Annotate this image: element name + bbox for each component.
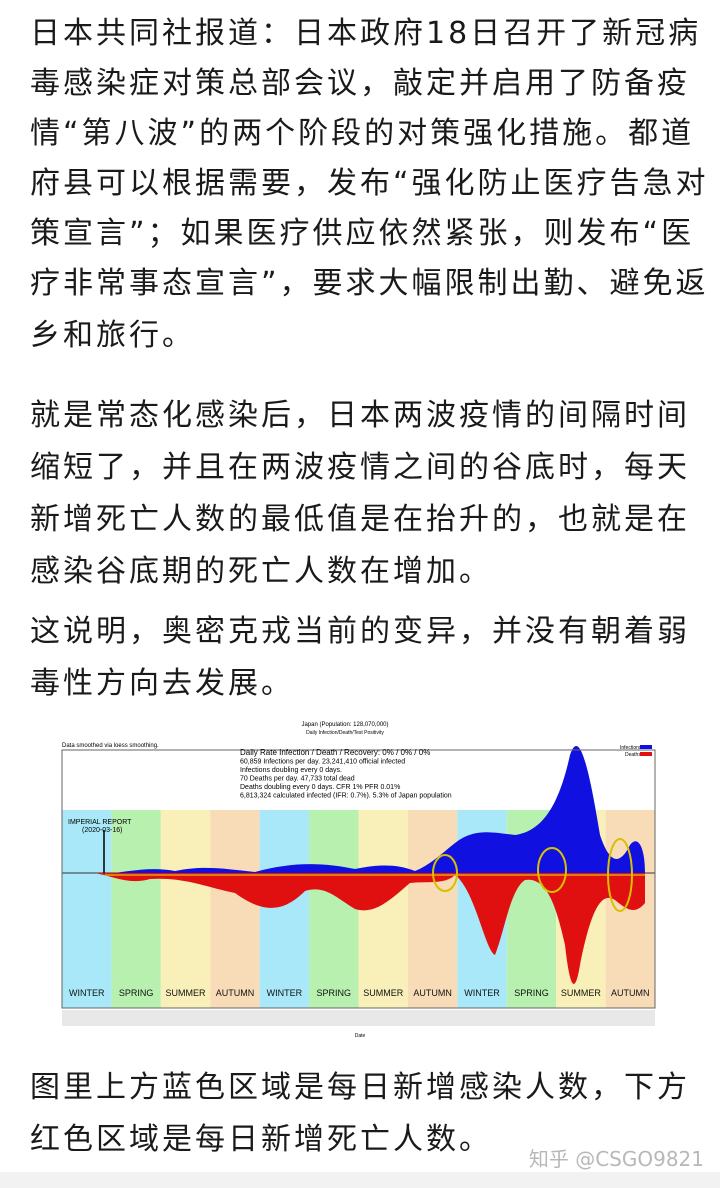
text-line: 乡和旅行。 bbox=[30, 318, 195, 353]
season-label: WINTER bbox=[464, 988, 500, 998]
season-band bbox=[309, 810, 359, 1008]
figure-note: Data smoothed via loess smoothing. bbox=[62, 743, 159, 749]
season-label: SUMMER bbox=[561, 988, 601, 998]
stat-line: 70 Deaths per day. 47,733 total dead bbox=[240, 776, 355, 783]
season-band bbox=[160, 810, 211, 1008]
season-label: SUMMER bbox=[363, 988, 403, 998]
legend-label: Infections bbox=[620, 745, 642, 751]
text-line: 图里上方蓝色区域是每日新增感染人数，下方 bbox=[30, 1070, 690, 1105]
text-line: 毒性方向去发展。 bbox=[30, 666, 294, 701]
season-label: WINTER bbox=[267, 988, 303, 998]
text-line: 策宣言”；如果医疗供应依然紧张，则发布“医 bbox=[30, 216, 695, 251]
stat-line: 6,813,324 calculated infected (IFR: 0.7%… bbox=[240, 793, 452, 800]
season-band bbox=[407, 810, 458, 1008]
footer-bar bbox=[0, 1172, 720, 1188]
stat-line: Daily Rate Infection / Death / Recovery:… bbox=[240, 748, 430, 757]
stat-line: Deaths doubling every 0 days. CFR 1% PFR… bbox=[240, 784, 400, 791]
season-label: SPRING bbox=[119, 988, 154, 998]
season-label: SUMMER bbox=[166, 988, 206, 998]
season-label: AUTUMN bbox=[413, 988, 452, 998]
season-band bbox=[62, 810, 112, 1008]
figure-title: Japan (Population: 128,070,000) bbox=[301, 722, 388, 728]
text-line: 感染谷底期的死亡人数在增加。 bbox=[30, 554, 492, 589]
season-label: SPRING bbox=[514, 988, 549, 998]
text-line: 毒感染症对策总部会议，敲定并启用了防备疫 bbox=[30, 66, 690, 101]
season-label: SPRING bbox=[317, 988, 352, 998]
text-line: 情“第八波”的两个阶段的对策强化措施。都道 bbox=[30, 116, 695, 151]
figure: WINTER SPRING SUMMER AUTUMN WINTER SPRING SUMM… bbox=[55, 715, 665, 1045]
season-band bbox=[210, 810, 260, 1008]
watermark: 知乎 @CSGO9821 bbox=[528, 1147, 704, 1171]
text-line: 缩短了，并且在两波疫情之间的谷底时，每天 bbox=[30, 450, 690, 485]
season-band bbox=[111, 810, 161, 1008]
season-label: AUTUMN bbox=[611, 988, 650, 998]
text-line: 府县可以根据需要，发布“强化防止医疗告急对 bbox=[30, 166, 709, 201]
text-line: 红色区域是每日新增死亡人数。 bbox=[30, 1122, 492, 1157]
x-axis-label: Date bbox=[355, 1033, 366, 1039]
marker-date: (2020-03-16) bbox=[82, 827, 122, 834]
text-line: 新增死亡人数的最低值是在抬升的，也就是在 bbox=[30, 502, 690, 537]
stat-line: Infections doubling every 0 days. bbox=[240, 767, 342, 774]
season-band bbox=[259, 810, 310, 1008]
text-line: 疗非常事态宣言”，要求大幅限制出勤、避免返 bbox=[30, 266, 709, 301]
text-line: 日本共同社报道：日本政府18日召开了新冠病 bbox=[30, 16, 702, 51]
text-line: 这说明，奥密克戎当前的变异，并没有朝着弱 bbox=[30, 614, 690, 649]
season-label: WINTER bbox=[69, 988, 105, 998]
legend-label: Deaths bbox=[625, 752, 641, 758]
text-line: 就是常态化感染后，日本两波疫情的间隔时间 bbox=[30, 398, 690, 433]
season-label: AUTUMN bbox=[216, 988, 255, 998]
figure-subtitle: Daily Infection/Death/Test Positivity bbox=[306, 730, 384, 736]
stat-line: 60,859 Infections per day. 23,241,410 of… bbox=[240, 759, 405, 766]
marker-label: IMPERIAL REPORT bbox=[68, 819, 132, 826]
